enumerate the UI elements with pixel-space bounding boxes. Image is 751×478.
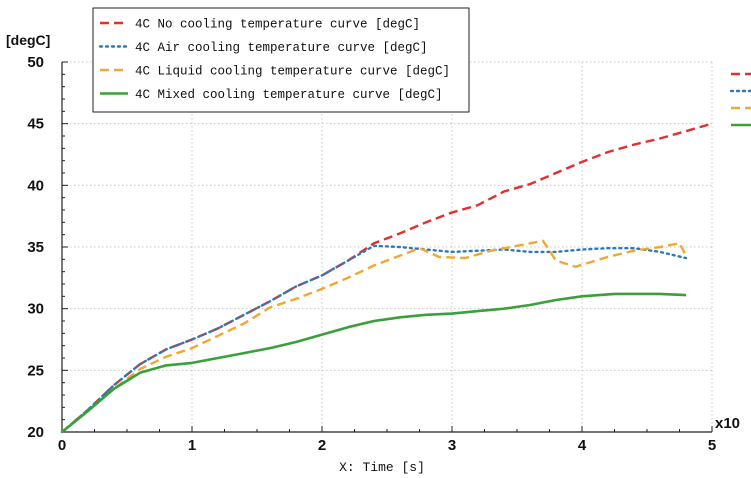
y-tick-label: 50 <box>27 54 44 71</box>
y-tick-label: 45 <box>27 116 44 133</box>
x-tick-label: 0 <box>58 437 66 454</box>
series-line-0 <box>61 122 713 433</box>
legend-label: 4C Mixed cooling temperature curve [degC… <box>135 88 443 102</box>
x-tick-label: 1 <box>188 437 196 454</box>
x-axis-multiplier: x10 <box>715 415 740 432</box>
series-line-3 <box>61 292 687 434</box>
series-line-1 <box>60 244 688 434</box>
legend-label: 4C Liquid cooling temperature curve [deg… <box>135 65 450 79</box>
legend-label: 4C No cooling temperature curve [degC] <box>135 18 420 32</box>
y-tick-label: 30 <box>27 301 44 318</box>
x-tick-label: 3 <box>448 437 456 454</box>
y-tick-label: 25 <box>27 362 44 379</box>
legend-label: 4C Air cooling temperature curve [degC] <box>135 41 428 55</box>
x-tick-label: 4 <box>578 437 587 454</box>
legend-overflow-strip <box>729 72 751 127</box>
y-tick-label: 20 <box>27 424 44 441</box>
series-layer <box>60 122 713 434</box>
x-axis-title: X: Time [s] <box>339 460 425 475</box>
y-axis-title: [degC] <box>6 32 50 48</box>
legend: 4C No cooling temperature curve [degC] 4C… <box>92 7 470 113</box>
series-line-2 <box>61 239 688 433</box>
legend-box <box>92 7 470 113</box>
x-tick-label: 2 <box>318 437 326 454</box>
y-tick-label: 35 <box>27 239 44 256</box>
y-tick-label: 40 <box>27 177 44 194</box>
x-tick-label: 5 <box>708 437 716 454</box>
